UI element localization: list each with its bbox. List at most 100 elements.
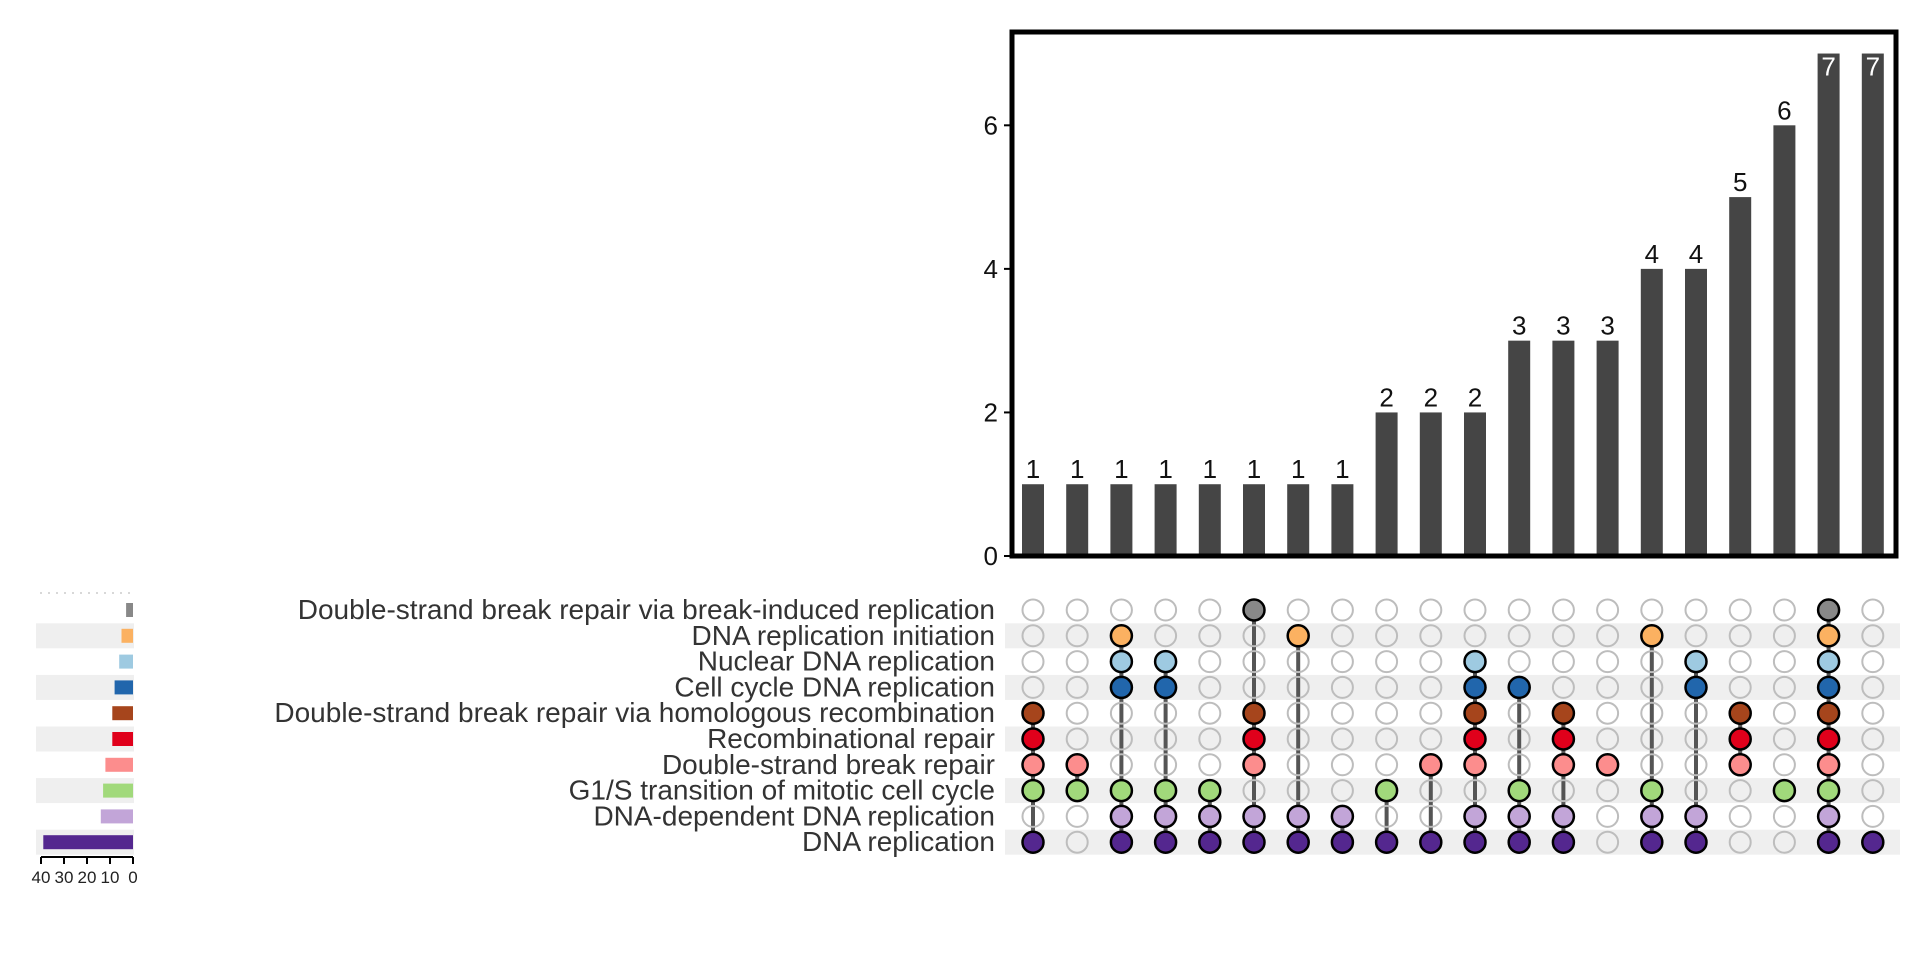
matrix-dot-filled bbox=[1861, 830, 1885, 854]
matrix-dot-filled bbox=[1728, 727, 1752, 751]
set-size-bar bbox=[121, 628, 133, 643]
matrix-dots bbox=[1021, 598, 1885, 854]
matrix-dot-empty bbox=[1154, 701, 1178, 725]
matrix-dot-filled bbox=[1595, 753, 1620, 777]
intersection-bar-label: 5 bbox=[1733, 167, 1747, 197]
matrix-dot-empty bbox=[1065, 650, 1089, 674]
set-label: Cell cycle DNA replication bbox=[674, 671, 995, 702]
y-tick-label: 4 bbox=[984, 254, 998, 284]
matrix-dot-filled bbox=[1242, 727, 1266, 751]
matrix-dot-empty bbox=[1684, 753, 1708, 777]
matrix-dot-empty bbox=[1021, 804, 1045, 828]
matrix-dot-filled bbox=[1551, 804, 1576, 829]
matrix-dot-empty bbox=[1596, 701, 1620, 725]
matrix-dot-filled bbox=[1816, 804, 1841, 829]
matrix-dot-empty bbox=[1375, 650, 1399, 674]
matrix-dot-filled bbox=[1286, 830, 1310, 854]
matrix-dot-filled bbox=[1463, 753, 1487, 777]
matrix-dot-empty bbox=[1419, 598, 1443, 622]
intersection-size-axis: 0 2 4 6 bbox=[984, 110, 1012, 571]
matrix-dot-empty bbox=[1375, 598, 1399, 622]
set-label: Recombinational repair bbox=[707, 723, 995, 754]
matrix-dot-empty bbox=[1330, 598, 1354, 622]
matrix-dot-empty bbox=[1772, 650, 1796, 674]
matrix-dot-empty bbox=[1640, 727, 1664, 751]
matrix-dot-empty bbox=[1861, 598, 1885, 622]
matrix-dot-empty bbox=[1330, 624, 1354, 648]
matrix-dot-filled bbox=[1816, 830, 1841, 854]
matrix-dot-empty bbox=[1286, 598, 1310, 622]
matrix-stripe bbox=[1005, 829, 1900, 855]
intersection-bar-label: 6 bbox=[1777, 95, 1791, 125]
matrix-dot-empty bbox=[1021, 624, 1045, 648]
matrix-dot-filled bbox=[1109, 649, 1134, 674]
matrix-dot-empty bbox=[1065, 624, 1089, 648]
matrix-dot-filled bbox=[1374, 830, 1399, 854]
matrix-dot-empty bbox=[1640, 753, 1664, 777]
matrix-dot-empty bbox=[1596, 624, 1620, 648]
matrix-dot-filled bbox=[1684, 804, 1708, 829]
intersection-bar bbox=[1685, 268, 1707, 556]
set-size-bar bbox=[112, 732, 133, 746]
matrix-dot-empty bbox=[1640, 598, 1664, 622]
matrix-dot-filled bbox=[1640, 804, 1664, 829]
matrix-dot-empty bbox=[1596, 779, 1620, 803]
matrix-dot-empty bbox=[1728, 624, 1752, 648]
matrix-dot-filled bbox=[1816, 778, 1841, 803]
matrix-dot-filled bbox=[1463, 804, 1487, 829]
matrix-dot-filled bbox=[1551, 727, 1576, 751]
matrix-dot-empty bbox=[1861, 753, 1885, 777]
matrix-dot-filled bbox=[1684, 649, 1708, 674]
intersection-plot-frame bbox=[1009, 29, 1899, 559]
matrix-dot-empty bbox=[1419, 650, 1443, 674]
matrix-dot-empty bbox=[1861, 650, 1885, 674]
matrix-dot-empty bbox=[1330, 675, 1354, 699]
matrix-dot-empty bbox=[1065, 675, 1089, 699]
intersection-bar bbox=[1464, 412, 1486, 556]
set-axis-tick-label: 0 bbox=[128, 868, 137, 887]
matrix-dot-empty bbox=[1728, 830, 1752, 854]
matrix-stripe bbox=[1005, 726, 1900, 752]
set-axis-tick-label: 20 bbox=[78, 868, 97, 887]
matrix-dot-empty bbox=[1772, 701, 1796, 725]
matrix-dot-filled bbox=[1021, 830, 1045, 854]
intersection-bar-label: 4 bbox=[1689, 239, 1703, 269]
set-label: Double-strand break repair bbox=[662, 749, 995, 780]
matrix-dot-empty bbox=[1684, 701, 1708, 725]
matrix-dot-filled bbox=[1816, 727, 1841, 751]
intersection-bar-label: 1 bbox=[1335, 454, 1349, 484]
matrix-dot-empty bbox=[1419, 727, 1443, 751]
intersection-bar-label: 3 bbox=[1556, 311, 1570, 341]
matrix-dot-filled bbox=[1021, 701, 1045, 725]
matrix-dot-empty bbox=[1463, 779, 1487, 803]
matrix-dot-empty bbox=[1375, 675, 1399, 699]
matrix-dot-filled bbox=[1684, 675, 1708, 700]
matrix-dot-empty bbox=[1772, 753, 1796, 777]
intersection-bar-label: 1 bbox=[1158, 454, 1172, 484]
intersection-bar-label: 3 bbox=[1600, 311, 1614, 341]
matrix-dot-empty bbox=[1772, 830, 1796, 854]
matrix-dot-filled bbox=[1640, 830, 1664, 854]
matrix-dot-empty bbox=[1198, 598, 1222, 622]
intersection-bar-label: 2 bbox=[1379, 382, 1393, 412]
matrix-dot-empty bbox=[1065, 727, 1089, 751]
matrix-dot-empty bbox=[1286, 701, 1310, 725]
matrix-dot-empty bbox=[1684, 727, 1708, 751]
matrix-dot-empty bbox=[1507, 727, 1531, 751]
intersection-bars bbox=[1022, 53, 1884, 557]
matrix-dot-filled bbox=[1330, 804, 1355, 829]
matrix-dot-filled bbox=[1109, 804, 1134, 829]
intersection-bar bbox=[1552, 340, 1575, 556]
matrix-dot-empty bbox=[1109, 598, 1133, 622]
intersection-bar bbox=[1110, 484, 1133, 556]
matrix-dot-filled bbox=[1065, 778, 1089, 803]
matrix-dot-filled bbox=[1374, 778, 1399, 803]
matrix-dot-empty bbox=[1065, 830, 1089, 854]
matrix-dot-empty bbox=[1551, 624, 1575, 648]
matrix-dot-filled bbox=[1507, 675, 1531, 700]
set-size-bar bbox=[119, 654, 133, 669]
intersection-bar bbox=[1198, 484, 1221, 556]
matrix-dot-empty bbox=[1198, 727, 1222, 751]
